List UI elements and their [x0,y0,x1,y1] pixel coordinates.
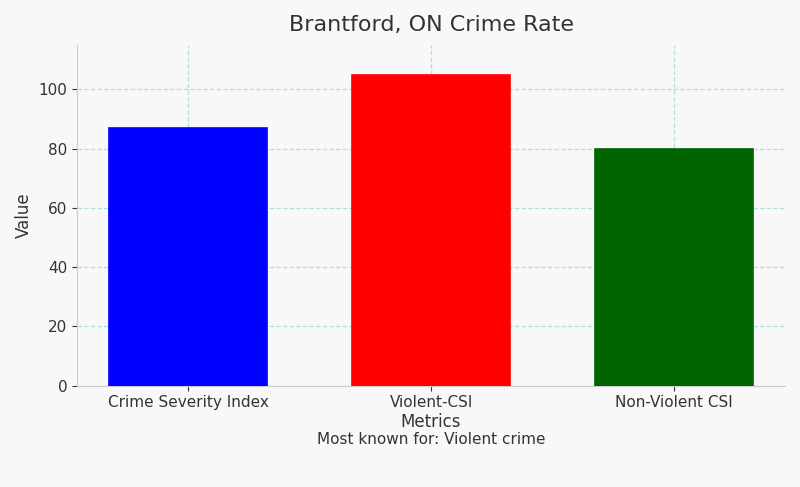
Bar [110,128,267,386]
Y-axis label: Value: Value [15,192,33,238]
Text: Most known for: Violent crime: Most known for: Violent crime [317,431,546,447]
X-axis label: Metrics: Metrics [401,413,462,431]
Bar [352,75,510,386]
Bar [595,149,753,386]
Title: Brantford, ON Crime Rate: Brantford, ON Crime Rate [289,15,574,35]
